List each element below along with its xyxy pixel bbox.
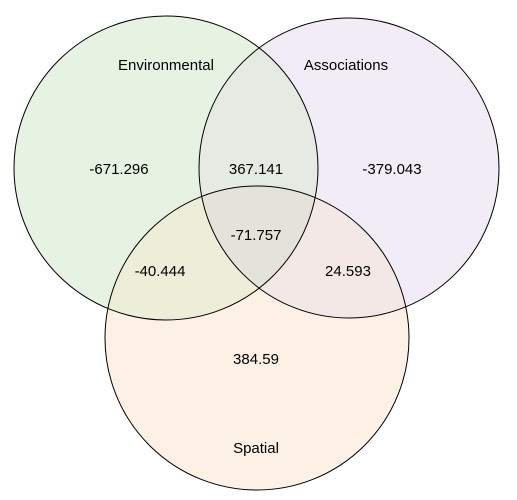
environmental-outline bbox=[13, 15, 319, 321]
associations-spatial-value: 24.593 bbox=[325, 263, 371, 280]
spatial-only-value: 384.59 bbox=[233, 351, 279, 368]
spatial-label: Spatial bbox=[233, 440, 279, 457]
environmental-only-value: -671.296 bbox=[89, 161, 148, 178]
all-three-value: -71.757 bbox=[231, 227, 282, 244]
associations-label: Associations bbox=[304, 57, 388, 74]
associations-outline bbox=[198, 17, 500, 319]
environmental-associations-value: 367.141 bbox=[229, 161, 283, 178]
associations-spatial-overlap bbox=[199, 186, 409, 318]
environmental-spatial-value: -40.444 bbox=[135, 263, 186, 280]
spatial-outline bbox=[104, 185, 410, 491]
environmental-label: Environmental bbox=[118, 57, 214, 74]
circle-outlines bbox=[13, 15, 500, 491]
environmental-spatial-overlap bbox=[105, 186, 318, 320]
associations-only-value: -379.043 bbox=[362, 161, 421, 178]
